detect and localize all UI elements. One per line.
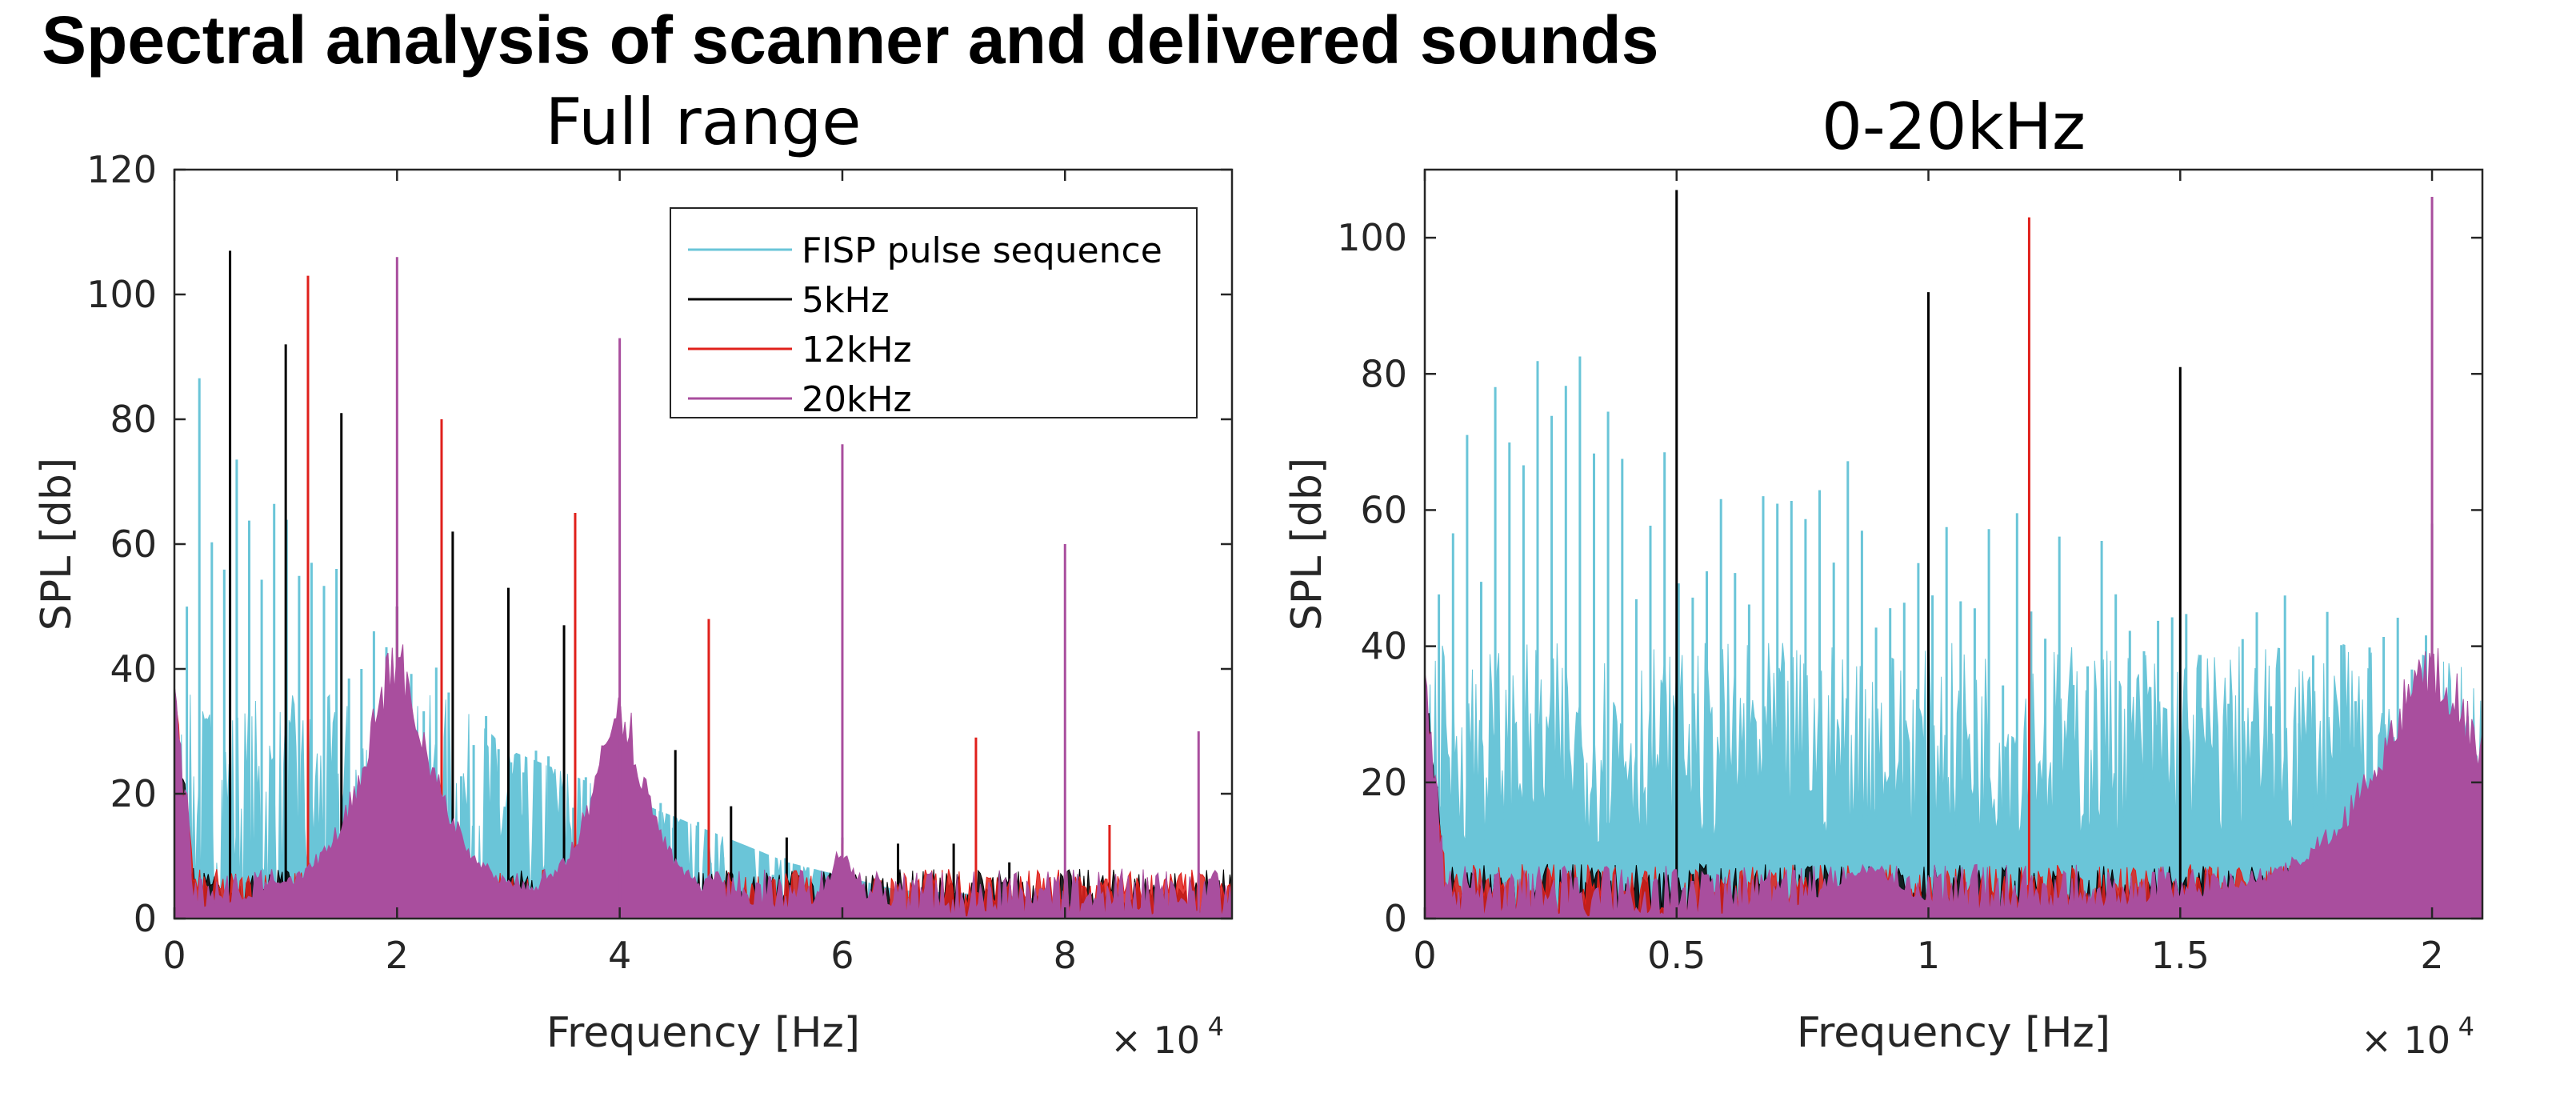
x-tick-label: 2 bbox=[2420, 934, 2443, 977]
legend-entry: 12kHz bbox=[802, 330, 912, 370]
x-axis-label: Frequency [Hz] bbox=[546, 1009, 860, 1057]
x-tick-label: 0 bbox=[1413, 934, 1436, 977]
legend-entry: 20kHz bbox=[802, 379, 912, 420]
y-tick-label: 20 bbox=[1360, 761, 1407, 804]
x-tick-label: 4 bbox=[608, 934, 631, 977]
y-tick-label: 0 bbox=[134, 897, 157, 940]
legend: FISP pulse sequence 5kHz 12kHz 20kHz bbox=[670, 207, 1198, 420]
y-tick-label: 60 bbox=[110, 522, 157, 566]
y-tick-label: 80 bbox=[1360, 352, 1407, 395]
fisp-floor bbox=[1425, 643, 2482, 919]
legend-entry: 5kHz bbox=[802, 280, 890, 321]
axes-box bbox=[1423, 168, 2484, 920]
y-axis-label: SPL [db] bbox=[33, 458, 81, 631]
noise-floor bbox=[1425, 648, 2482, 919]
x-tick-label: 0 bbox=[162, 934, 186, 977]
x-tick-label: 0.5 bbox=[1647, 934, 1706, 977]
y-tick-label: 40 bbox=[110, 647, 157, 691]
y-tick-label: 40 bbox=[1360, 625, 1407, 668]
x-tick-label: 2 bbox=[386, 934, 409, 977]
series-20khz bbox=[174, 257, 1232, 919]
legend-box bbox=[670, 207, 1198, 418]
y-tick-label: 100 bbox=[86, 273, 157, 316]
plot-marks bbox=[1425, 190, 2482, 919]
x-exponent-label: × 10 bbox=[2361, 1019, 2450, 1062]
chart-title: Full range bbox=[546, 85, 862, 159]
x-tick-label: 8 bbox=[1054, 934, 1077, 977]
y-tick-label: 0 bbox=[1384, 897, 1407, 940]
x-exponent-label: × 10 bbox=[1110, 1019, 1200, 1062]
x-tick-label: 1 bbox=[1917, 934, 1940, 977]
y-tick-label: 80 bbox=[110, 398, 157, 441]
legend-entry: FISP pulse sequence bbox=[802, 230, 1162, 271]
noise-floor bbox=[174, 644, 1232, 919]
y-tick-label: 20 bbox=[110, 772, 157, 815]
figure-title: Spectral analysis of scanner and deliver… bbox=[42, 2, 1659, 78]
x-exponent-power: 4 bbox=[2458, 1011, 2474, 1042]
x-exponent-power: 4 bbox=[1208, 1011, 1224, 1042]
x-tick-label: 6 bbox=[830, 934, 854, 977]
series-20khz bbox=[1425, 197, 2482, 919]
plot-marks bbox=[174, 250, 1232, 919]
y-axis-label: SPL [db] bbox=[1283, 458, 1331, 631]
y-tick-label: 60 bbox=[1360, 488, 1407, 531]
y-tick-label: 120 bbox=[86, 148, 157, 191]
x-tick-label: 1.5 bbox=[2151, 934, 2210, 977]
y-tick-label: 100 bbox=[1337, 216, 1407, 259]
x-axis-label: Frequency [Hz] bbox=[1797, 1009, 2110, 1057]
chart-title: 0-20kHz bbox=[1822, 90, 2086, 164]
